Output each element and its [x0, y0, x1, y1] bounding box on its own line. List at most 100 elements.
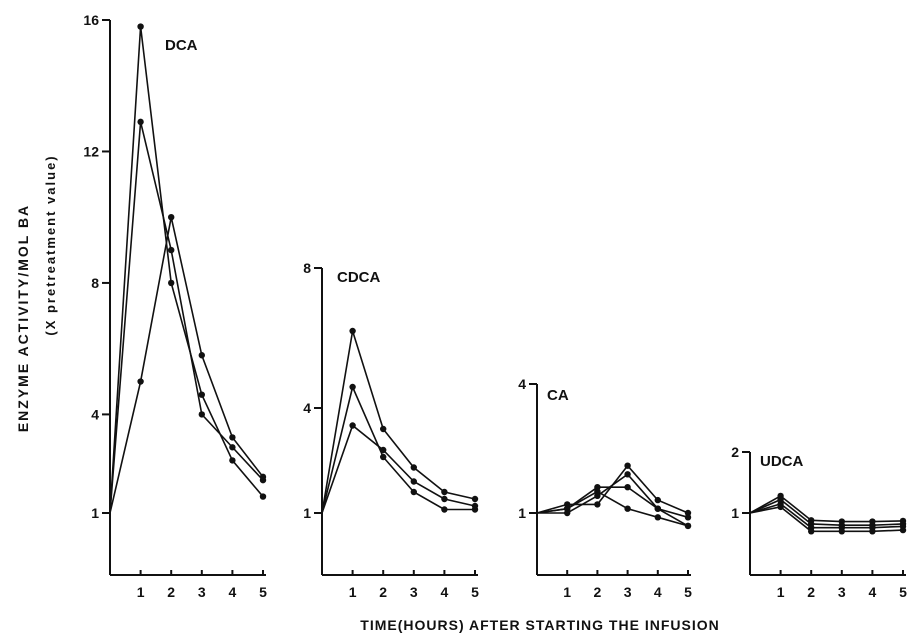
x-tick-label: 4 — [229, 584, 237, 600]
data-point — [380, 446, 387, 454]
series-line-2 — [321, 384, 475, 514]
data-point — [259, 493, 267, 500]
data-point — [624, 471, 631, 478]
series-line-1 — [109, 26, 264, 514]
data-point — [198, 411, 205, 418]
x-tick-label: 1 — [777, 584, 785, 600]
y-tick-label: 2 — [731, 444, 739, 460]
data-point — [259, 473, 267, 481]
data-point — [229, 434, 236, 441]
data-point — [684, 522, 692, 530]
data-point — [624, 505, 631, 512]
data-point — [777, 503, 784, 511]
y-tick-label: 1 — [518, 505, 526, 521]
data-point — [349, 422, 356, 429]
series-line-2 — [109, 121, 264, 514]
y-tick-label: 1 — [303, 505, 311, 521]
panel-ca: 1 4 1 2 3 4 5 CA — [518, 376, 692, 600]
data-point — [168, 214, 175, 221]
series-line-3 — [536, 486, 689, 519]
x-tick-label: 5 — [471, 584, 479, 600]
x-tick-label: 3 — [410, 584, 418, 600]
y-tick-label: 1 — [731, 505, 739, 521]
data-point — [899, 526, 907, 534]
x-tick-label: 5 — [259, 584, 267, 600]
x-tick-label: 1 — [137, 584, 145, 600]
series-line-1 — [536, 464, 689, 514]
data-point — [349, 383, 356, 391]
x-tick-label: 5 — [899, 584, 907, 600]
series-line-1 — [321, 330, 476, 514]
y-tick-label: 4 — [518, 376, 526, 392]
x-tick-label: 4 — [869, 584, 877, 600]
y-axis-sublabel: (X pretreatment value) — [43, 154, 58, 335]
y-tick-label: 4 — [91, 406, 99, 422]
panel-udca: 1 2 1 2 3 4 5 UDCA — [731, 444, 907, 600]
data-point — [410, 478, 417, 485]
data-point — [594, 484, 601, 491]
y-axis-label: ENZYME ACTIVITY/MOL BA — [15, 204, 31, 432]
data-point — [168, 246, 175, 254]
data-point — [654, 514, 661, 521]
data-point — [198, 391, 205, 398]
data-point — [380, 453, 387, 461]
data-point — [808, 528, 815, 535]
y-tick-label: 8 — [303, 260, 311, 276]
panel-label: UDCA — [760, 453, 803, 470]
series-line-4 — [749, 506, 904, 533]
data-point — [229, 457, 236, 464]
series-line-3 — [109, 217, 264, 514]
series-line-1 — [749, 494, 904, 523]
panel-label: CDCA — [337, 269, 380, 286]
data-point — [869, 528, 876, 535]
data-point — [684, 514, 692, 521]
data-point — [410, 464, 417, 471]
y-tick-label: 1 — [91, 505, 99, 521]
data-point — [838, 528, 845, 535]
data-point — [564, 509, 571, 517]
x-tick-label: 4 — [654, 584, 662, 600]
x-tick-label: 2 — [167, 584, 175, 600]
data-point — [624, 462, 631, 469]
x-tick-label: 3 — [624, 584, 632, 600]
data-point — [168, 279, 175, 287]
series-line-2 — [536, 490, 689, 527]
data-point — [349, 327, 356, 335]
x-axis-label: TIME(HOURS) AFTER STARTING THE INFUSION — [360, 617, 719, 633]
x-tick-label: 1 — [349, 584, 357, 600]
panel-label: DCA — [165, 37, 198, 54]
x-tick-label: 1 — [563, 584, 571, 600]
data-point — [410, 488, 417, 496]
data-point — [137, 23, 144, 30]
data-point — [380, 425, 387, 433]
data-point — [594, 492, 601, 499]
data-point — [471, 502, 479, 510]
x-tick-label: 3 — [838, 584, 846, 600]
series-line-3 — [321, 424, 476, 514]
y-tick-label: 12 — [83, 143, 99, 159]
y-tick-label: 4 — [303, 400, 311, 416]
data-point — [441, 495, 448, 503]
data-point — [624, 484, 631, 491]
data-point — [441, 506, 448, 513]
x-tick-label: 2 — [594, 584, 602, 600]
data-point — [471, 495, 479, 503]
panel-label: CA — [547, 387, 569, 404]
data-point — [441, 488, 448, 496]
series-line-2 — [749, 498, 904, 527]
x-tick-label: 3 — [198, 584, 206, 600]
y-tick-label: 16 — [83, 12, 99, 28]
data-point — [198, 352, 205, 359]
data-point — [137, 378, 144, 385]
x-tick-label: 2 — [807, 584, 815, 600]
series-line-4 — [537, 473, 689, 527]
data-point — [654, 496, 661, 504]
x-tick-label: 5 — [684, 584, 692, 600]
series-line-3 — [749, 502, 904, 529]
y-tick-label: 8 — [91, 275, 99, 291]
data-point — [229, 444, 236, 451]
